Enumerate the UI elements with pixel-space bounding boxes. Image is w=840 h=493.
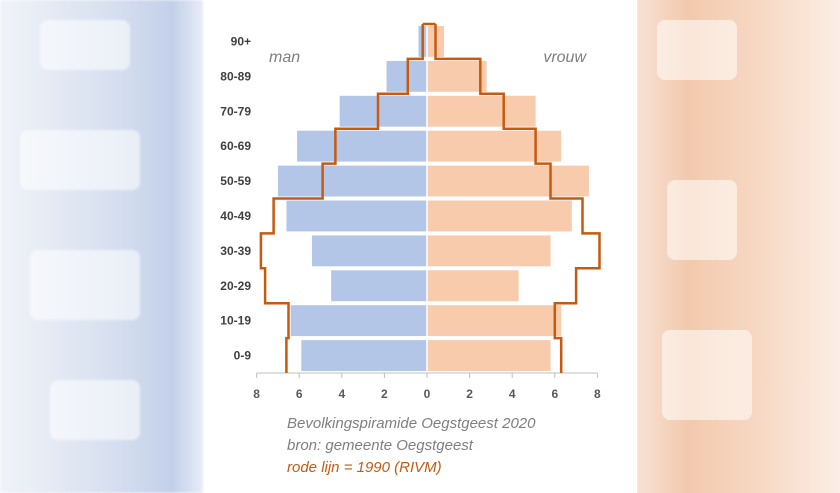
category-label-30-39: 30-39 [220,244,251,258]
caption-title: Bevolkingspiramide Oegstgeest 2020 [287,415,536,432]
bar-vrouw-50-59 [427,165,589,197]
bars-group [277,26,589,371]
x-tick-label: 8 [594,387,601,401]
line-1990-group [259,22,601,373]
bar-vrouw-20-29 [427,270,519,302]
label-man: man [269,49,300,66]
labels-group: 0-9 10-19 20-29 30-39 40-49 50-59 60-69 70-79 80… [220,34,587,362]
bar-vrouw-0-9 [427,340,551,371]
bar-man-20-29 [331,270,427,302]
blur-patch [40,20,130,70]
x-tick-label: 2 [381,387,388,401]
x-tick-label: 8 [253,387,260,401]
blur-patch [30,250,140,320]
blur-patch [20,130,140,190]
bar-vrouw-30-39 [427,235,551,267]
bar-man-10-19 [290,305,427,337]
caption-legend-1990: rode lijn = 1990 (RIVM) [287,459,442,476]
category-label-0-9: 0-9 [234,349,252,363]
bar-vrouw-60-69 [427,130,562,162]
category-label-90+: 90+ [231,34,251,48]
bar-man-40-49 [286,200,427,232]
bar-vrouw-80-89 [427,60,487,92]
x-tick-label: 6 [296,387,303,401]
category-label-50-59: 50-59 [220,174,251,188]
x-tick-label: 4 [509,387,516,401]
category-label-80-89: 80-89 [220,69,251,83]
caption-source: bron: gemeente Oegstgeest [287,437,473,454]
category-label-70-79: 70-79 [220,104,251,118]
line-1990-man [259,24,424,373]
bar-man-0-9 [301,340,427,371]
bar-man-30-39 [311,235,427,267]
blurred-background-left [0,0,203,493]
category-label-20-29: 20-29 [220,279,251,293]
bar-man-70-79 [339,95,427,127]
label-vrouw: vrouw [543,49,587,66]
category-label-10-19: 10-19 [220,314,251,328]
bar-vrouw-70-79 [427,95,536,127]
blurred-background-right [637,0,840,493]
bar-man-60-69 [297,130,427,162]
x-tick-label: 4 [338,387,345,401]
bar-vrouw-10-19 [427,305,562,337]
x-tick-label: 2 [466,387,473,401]
blur-patch [657,20,737,80]
blur-patch [50,380,140,440]
axes-group: 8 6 4 2 0 2 4 6 8 [253,24,601,401]
category-label-60-69: 60-69 [220,139,251,153]
population-pyramid-chart: 8 6 4 2 0 2 4 6 8 0-9 10-19 20-29 30-39 40-49 50-59 60… [220,22,601,401]
blur-patch [662,330,752,420]
blur-patch [667,180,737,260]
bar-man-50-59 [277,165,427,197]
x-tick-label: 6 [551,387,558,401]
line-1990-vrouw [434,24,601,373]
x-tick-label: 0 [424,387,431,401]
bar-vrouw-40-49 [427,200,572,232]
category-label-40-49: 40-49 [220,209,251,223]
